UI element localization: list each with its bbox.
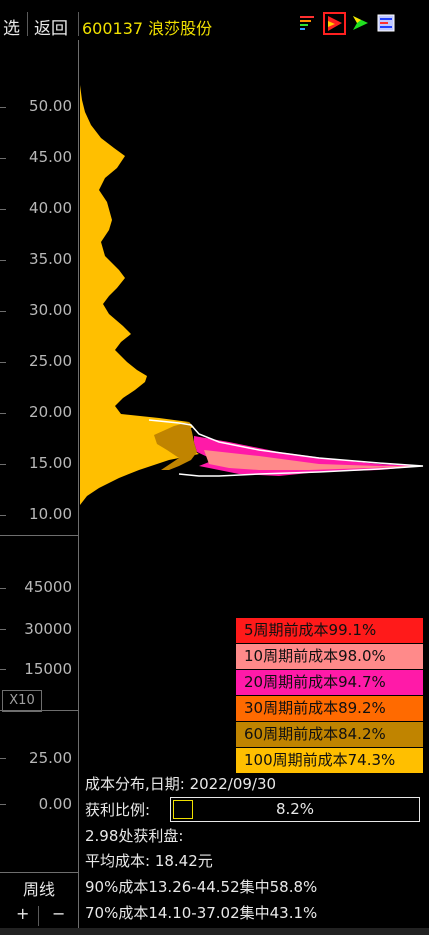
top-toolbar: 选 返回 600137 浪莎股份	[0, 0, 429, 40]
divider	[27, 12, 28, 36]
cost-layer-5	[148, 419, 424, 477]
price-tick: 25.00	[29, 352, 72, 370]
profit-label: 获利比例:	[85, 801, 151, 819]
profit-ratio-bar: 8.2%	[170, 797, 420, 822]
back-button[interactable]: 返回	[34, 19, 68, 39]
legend-item: 100周期前成本74.3%	[236, 748, 423, 774]
cost-70-line: 70%成本14.10-37.02集中43.1%	[85, 904, 318, 922]
indicator-tick: 0.00	[38, 795, 72, 813]
cost-layer-60	[154, 422, 197, 470]
volume-tick: 15000	[24, 660, 72, 678]
date-line: 成本分布,日期: 2022/09/30	[85, 775, 277, 793]
stock-title: 600137 浪莎股份	[82, 19, 213, 38]
divider	[0, 872, 79, 873]
avg-cost-line: 平均成本: 18.42元	[85, 852, 213, 870]
divider	[38, 906, 39, 926]
price-tick: 40.00	[29, 199, 72, 217]
price-tick: 50.00	[29, 97, 72, 115]
price-tick: 30.00	[29, 301, 72, 319]
bars-icon[interactable]	[298, 13, 318, 33]
legend-item: 60周期前成本84.2%	[236, 722, 423, 748]
arrow-icon[interactable]	[350, 13, 370, 33]
profit-ratio-fill	[173, 800, 193, 819]
zoom-out-button[interactable]: −	[52, 904, 66, 923]
price-tick: 45.00	[29, 148, 72, 166]
cost-layer-100	[80, 85, 199, 505]
select-button[interactable]: 选	[3, 19, 20, 39]
period-selector[interactable]: 周线	[22, 880, 55, 899]
bottom-bar	[0, 928, 429, 935]
divider	[0, 535, 79, 536]
price-tick: 20.00	[29, 403, 72, 421]
indicator-tick: 25.00	[29, 749, 72, 767]
legend-item: 10周期前成本98.0%	[236, 644, 423, 670]
zoom-label[interactable]: X10	[2, 690, 42, 712]
profit-ratio-value: 8.2%	[275, 800, 315, 818]
legend-item: 30周期前成本89.2%	[236, 696, 423, 722]
legend: 5周期前成本99.1% 10周期前成本98.0% 20周期前成本94.7% 30…	[236, 618, 423, 774]
volume-tick: 30000	[24, 620, 72, 638]
cost-distribution-icon[interactable]	[323, 12, 346, 35]
axis-line	[78, 40, 79, 935]
legend-item: 5周期前成本99.1%	[236, 618, 423, 644]
cost-layer-10	[204, 450, 423, 470]
cost-90-line: 90%成本13.26-44.52集中58.8%	[85, 878, 318, 896]
volume-tick: 45000	[24, 578, 72, 596]
zoom-in-button[interactable]: +	[16, 904, 30, 923]
price-tick: 35.00	[29, 250, 72, 268]
legend-item: 20周期前成本94.7%	[236, 670, 423, 696]
divider	[78, 12, 79, 36]
price-tick: 15.00	[29, 454, 72, 472]
screen-icon[interactable]	[376, 13, 396, 33]
profit-price-line: 2.98处获利盘:	[85, 827, 184, 845]
axis-panel: 50.00 45.00 40.00 35.00 30.00 25.00 20.0…	[0, 40, 79, 935]
price-tick: 10.00	[29, 505, 72, 523]
divider	[0, 710, 79, 711]
cost-distribution-chart	[80, 85, 424, 505]
